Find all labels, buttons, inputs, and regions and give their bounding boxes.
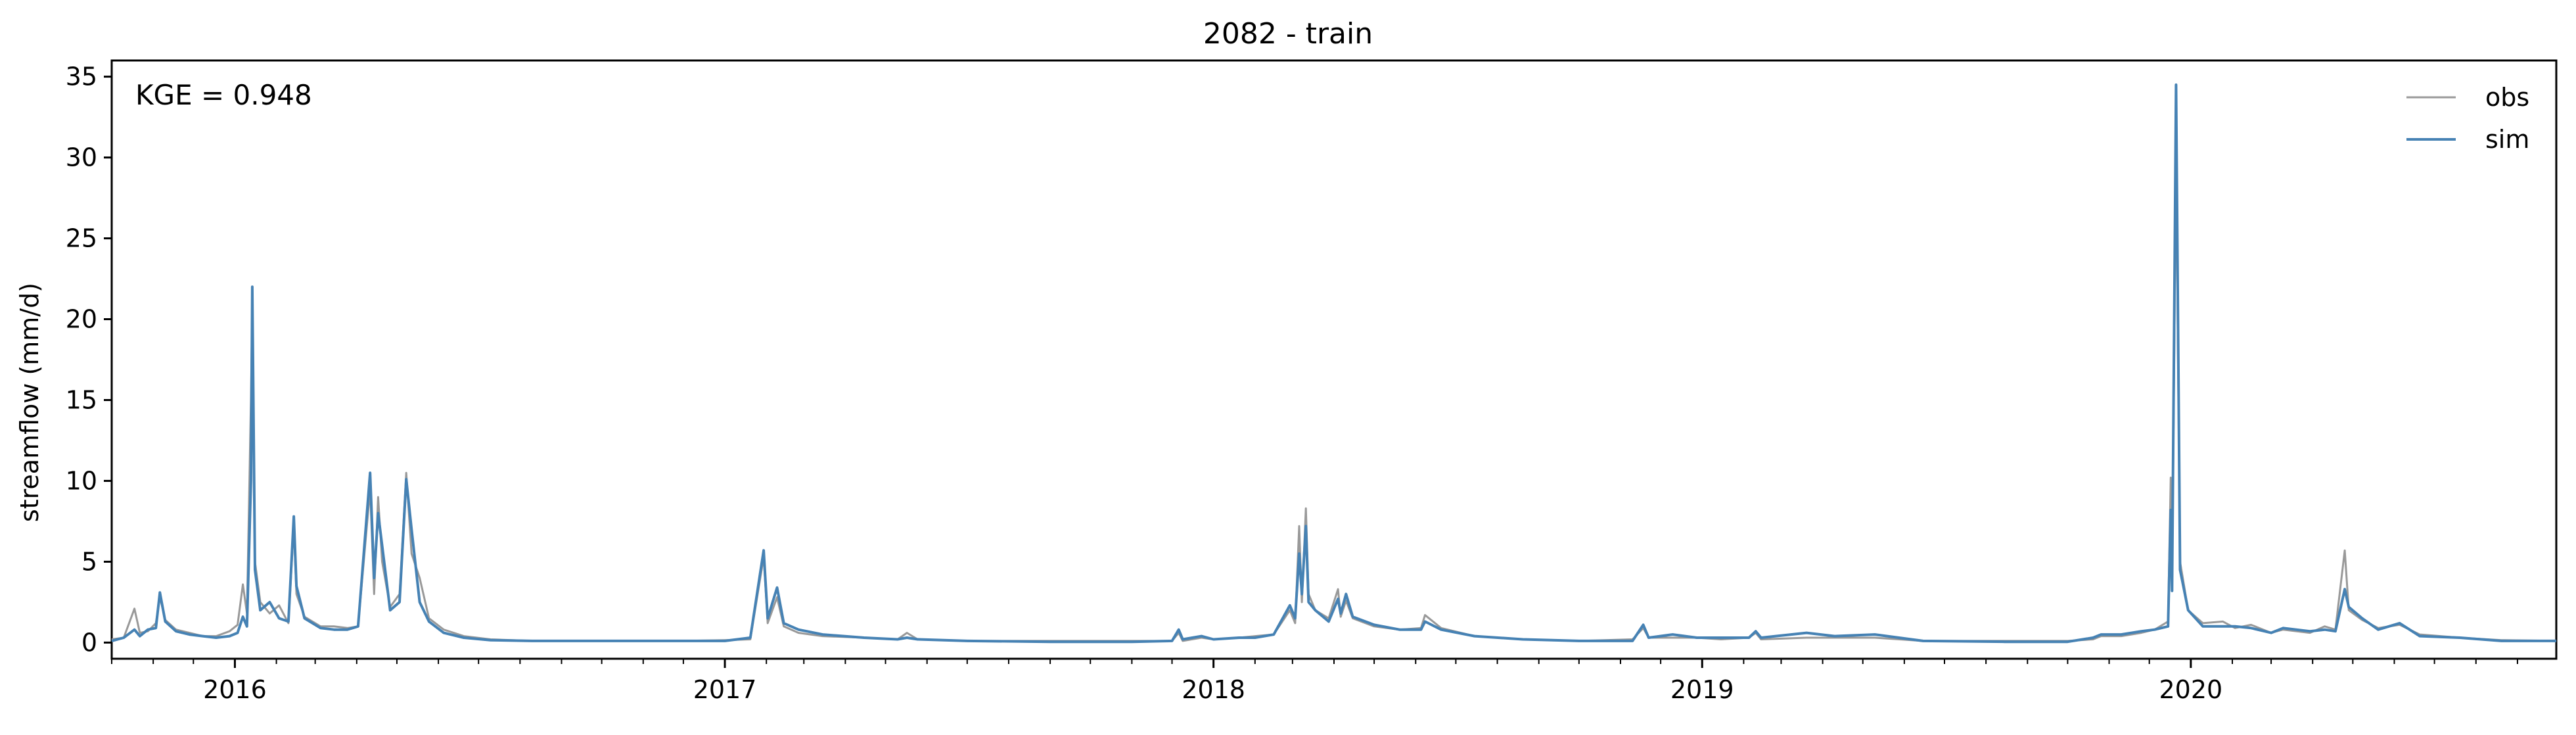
- x-tick-label: 2020: [2159, 675, 2222, 704]
- kge-annotation: KGE = 0.948: [135, 79, 312, 111]
- y-tick-label: 35: [66, 62, 97, 91]
- x-tick-label: 2018: [1182, 675, 1245, 704]
- x-axis: 2016 2017 2018 2019 2020: [111, 659, 2518, 704]
- y-axis-label: streamflow (mm/d): [15, 283, 44, 522]
- y-tick-label: 10: [66, 466, 97, 495]
- legend: obs sim: [2406, 83, 2529, 154]
- y-tick-label: 30: [66, 143, 97, 172]
- series-line-sim: [111, 83, 2556, 644]
- plot-area: 0 5 10 15 20 25 30 35 2016 2017 2018 2019 2020 KGE …: [66, 59, 2558, 704]
- x-tick-label: 2016: [203, 675, 267, 704]
- y-tick-label: 20: [66, 305, 97, 334]
- y-tick-label: 25: [66, 224, 97, 253]
- y-tick-label: 0: [81, 628, 97, 657]
- series-layer: [111, 83, 2557, 644]
- y-tick-label: 5: [81, 547, 97, 576]
- legend-label-obs: obs: [2485, 83, 2529, 112]
- x-tick-label: 2019: [1670, 675, 1734, 704]
- legend-label-sim: sim: [2485, 125, 2529, 154]
- x-tick-label: 2017: [693, 675, 757, 704]
- chart-title: 2082 - train: [1203, 17, 1373, 51]
- y-axis: 0 5 10 15 20 25 30 35: [66, 62, 112, 657]
- y-tick-label: 15: [66, 385, 97, 414]
